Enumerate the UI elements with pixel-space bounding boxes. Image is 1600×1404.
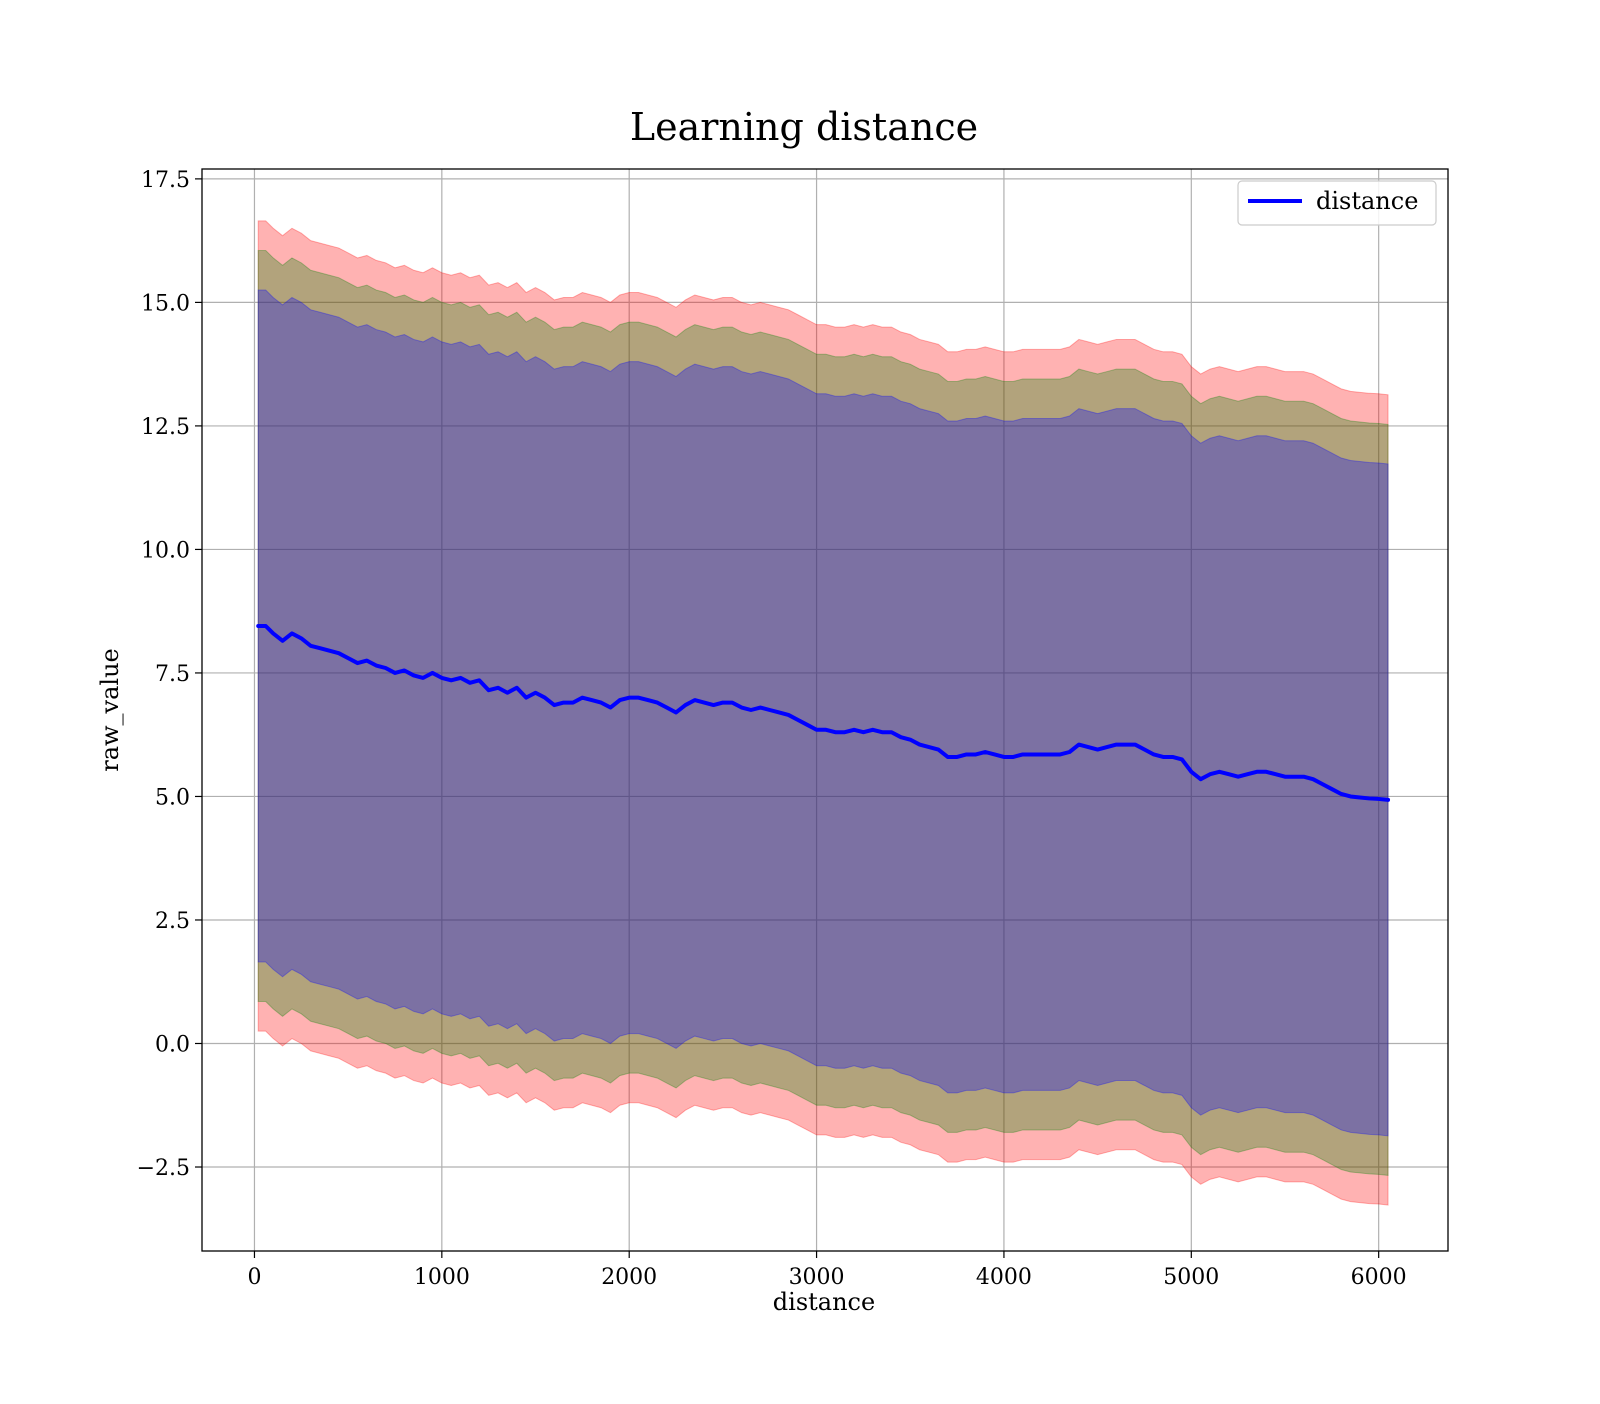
y-tick-label: 5.0 [155, 785, 190, 810]
y-tick-label: 0.0 [155, 1032, 190, 1057]
x-tick-label: 3000 [789, 1265, 845, 1290]
legend-label-distance: distance [1316, 187, 1418, 215]
y-tick-label: 10.0 [141, 538, 190, 563]
y-tick-label: 15.0 [141, 291, 190, 316]
y-tick-label: 17.5 [141, 168, 190, 193]
x-tick-label: 0 [247, 1265, 261, 1290]
x-tick-label: 5000 [1163, 1265, 1219, 1290]
y-tick-label: 12.5 [141, 415, 190, 440]
band-layer [257, 220, 1389, 1206]
legend: distance [1237, 180, 1437, 226]
confidence-band-1 [257, 220, 1389, 1206]
y-tick-label: 2.5 [155, 909, 190, 934]
y-tick-label: 7.5 [155, 662, 190, 687]
y-axis-ticks: −2.5 0.0 2.5 5.0 7.5 10.0 12.5 15.0 17.5 [137, 168, 202, 1181]
x-axis-ticks: 0 1000 2000 3000 4000 5000 6000 [247, 1251, 1407, 1290]
x-tick-label: 4000 [976, 1265, 1032, 1290]
x-tick-label: 6000 [1351, 1265, 1407, 1290]
chart-title: Learning distance [630, 105, 978, 149]
y-axis-label: raw_value [96, 648, 124, 772]
x-tick-label: 2000 [601, 1265, 657, 1290]
confidence-band-2 [257, 250, 1389, 1176]
y-tick-label: −2.5 [137, 1156, 190, 1181]
x-tick-label: 1000 [414, 1265, 470, 1290]
series-line-distance [256, 624, 1391, 802]
legend-box [1237, 180, 1437, 226]
line-layer [256, 624, 1391, 802]
x-axis-label: distance [773, 1288, 875, 1316]
plot-frame [201, 168, 1449, 1252]
confidence-band-3 [257, 289, 1389, 1137]
